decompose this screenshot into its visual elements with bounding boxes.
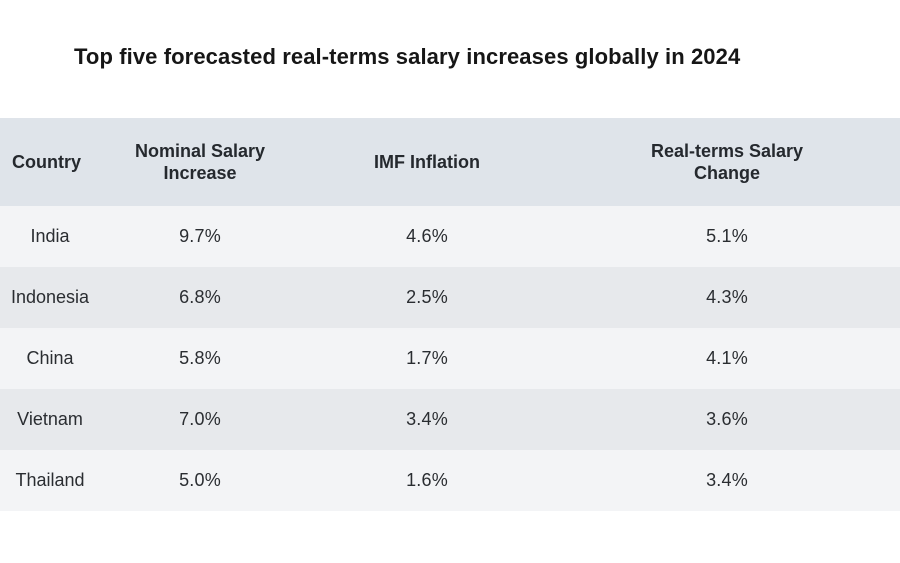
- header-real-line1: Real-terms Salary: [650, 141, 804, 161]
- header-real-terms-salary-change: Real-terms Salary Change: [554, 140, 900, 184]
- cell-nominal: 5.8%: [179, 348, 221, 368]
- header-nominal-salary-increase: Nominal Salary Increase: [100, 140, 300, 184]
- table-header-row: Country Nominal Salary Increase IMF Infl…: [0, 118, 900, 206]
- header-imf-inflation: IMF Inflation: [374, 152, 480, 172]
- salary-table: Country Nominal Salary Increase IMF Infl…: [0, 118, 900, 511]
- cell-nominal: 9.7%: [179, 226, 221, 246]
- cell-inflation: 1.7%: [406, 348, 448, 368]
- cell-real: 5.1%: [706, 226, 748, 246]
- table-row: India 9.7% 4.6% 5.1%: [0, 206, 900, 267]
- header-country: Country: [12, 152, 81, 172]
- table-row: Vietnam 7.0% 3.4% 3.6%: [0, 389, 900, 450]
- table-row: Indonesia 6.8% 2.5% 4.3%: [0, 267, 900, 328]
- cell-inflation: 1.6%: [406, 470, 448, 490]
- cell-real: 3.6%: [706, 409, 748, 429]
- cell-real: 4.1%: [706, 348, 748, 368]
- cell-inflation: 2.5%: [406, 287, 448, 307]
- header-nominal-line1: Nominal Salary: [134, 141, 266, 161]
- cell-country: China: [26, 348, 74, 368]
- cell-nominal: 7.0%: [179, 409, 221, 429]
- header-real-line2: Change: [693, 163, 760, 183]
- cell-inflation: 4.6%: [406, 226, 448, 246]
- header-nominal-line2: Increase: [163, 163, 237, 183]
- table-row: China 5.8% 1.7% 4.1%: [0, 328, 900, 389]
- cell-country: Vietnam: [17, 409, 83, 429]
- cell-nominal: 5.0%: [179, 470, 221, 490]
- cell-country: Indonesia: [10, 287, 90, 307]
- cell-country: India: [30, 226, 70, 246]
- cell-real: 3.4%: [706, 470, 748, 490]
- cell-inflation: 3.4%: [406, 409, 448, 429]
- cell-country: Thailand: [15, 470, 85, 490]
- cell-real: 4.3%: [706, 287, 748, 307]
- table-row: Thailand 5.0% 1.6% 3.4%: [0, 450, 900, 511]
- chart-title: Top five forecasted real-terms salary in…: [74, 44, 741, 69]
- cell-nominal: 6.8%: [179, 287, 221, 307]
